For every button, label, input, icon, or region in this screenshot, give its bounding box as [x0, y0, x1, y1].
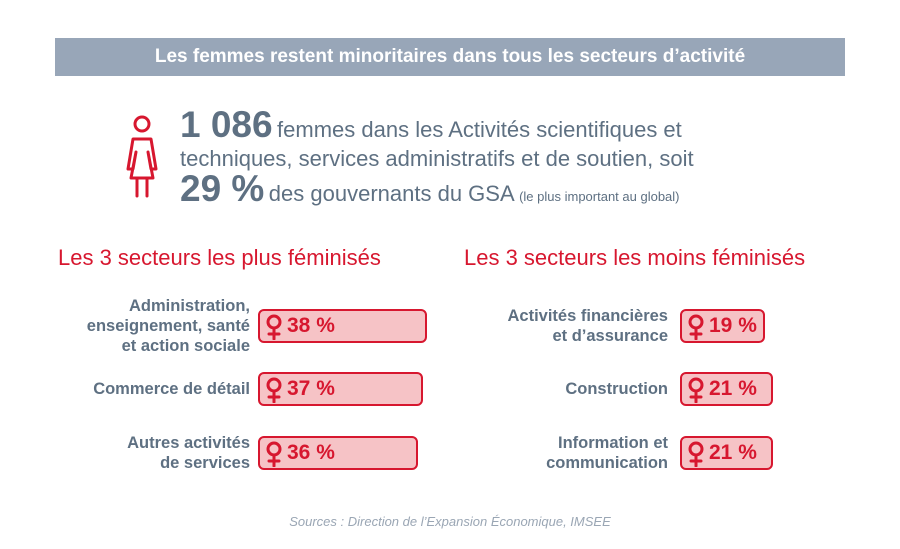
bar-label-line: Commerce de détail [93, 380, 250, 398]
headline-count: 1 086 [180, 104, 273, 145]
bar-label-line: Autres activités [127, 434, 250, 452]
bar-value-label: 37 % [287, 377, 335, 400]
banner-title: Les femmes restent minoritaires dans tou… [55, 38, 845, 76]
bar-label-line: enseignement, santé [86, 317, 250, 335]
headline-line-3: 29 % des gouvernants du GSA (le plus imp… [180, 168, 680, 210]
chart-title-most: Les 3 secteurs les plus féminisés [58, 245, 381, 270]
female-symbol-icon [264, 314, 284, 341]
bar-label-line: Information et [558, 434, 668, 452]
bar-label-line: de services [160, 454, 250, 472]
female-symbol-icon [686, 314, 706, 341]
bar-value-label: 38 % [287, 314, 335, 337]
bar: 21 % [680, 372, 773, 406]
bar-value-label: 36 % [287, 441, 335, 464]
female-symbol-icon [686, 441, 706, 468]
woman-icon [126, 115, 158, 198]
bar-label: Activités financières et d’assurance [428, 294, 669, 358]
chart-title-least: Les 3 secteurs les moins féminisés [464, 245, 806, 270]
bar-value-label: 21 % [709, 441, 757, 464]
female-symbol-icon [686, 377, 706, 404]
female-symbol-icon [264, 377, 284, 404]
headline-line-2: techniques, services administratifs et d… [180, 146, 694, 171]
bar-label-line: et action sociale [121, 337, 250, 355]
bar-value-label: 21 % [709, 377, 757, 400]
bar-label-line: communication [546, 454, 668, 472]
headline-line-1: 1 086 femmes dans les Activités scientif… [180, 104, 682, 146]
bar-label-line: et d’assurance [552, 327, 668, 345]
bar-label: Information et communication [428, 421, 668, 485]
bar-label-line: Administration, [128, 297, 250, 315]
bar-label: Autres activités de services [10, 421, 250, 485]
headline-line1-text: femmes dans les Activités scientifiques … [277, 117, 682, 142]
bar: 19 % [680, 309, 765, 343]
female-symbol-icon [264, 441, 284, 468]
bar-label: Construction [428, 357, 668, 421]
bar-label-line: Activités financières [507, 307, 669, 325]
bar: 21 % [680, 436, 773, 470]
bar-label: Administration, enseignement, santé et act… [10, 294, 250, 358]
headline-line3-text: des gouvernants du GSA [268, 181, 515, 206]
headline-percent: 29 % [180, 168, 265, 209]
bar: 37 % [258, 372, 423, 406]
bar-label-line: Construction [565, 380, 668, 398]
bar-label: Commerce de détail [10, 357, 250, 421]
bar-value-label: 19 % [709, 314, 757, 337]
bar: 36 % [258, 436, 418, 470]
source-note: Sources : Direction de l’Expansion Écono… [289, 514, 611, 529]
headline-note: (le plus important au global) [519, 189, 680, 204]
bar: 38 % [258, 309, 427, 343]
